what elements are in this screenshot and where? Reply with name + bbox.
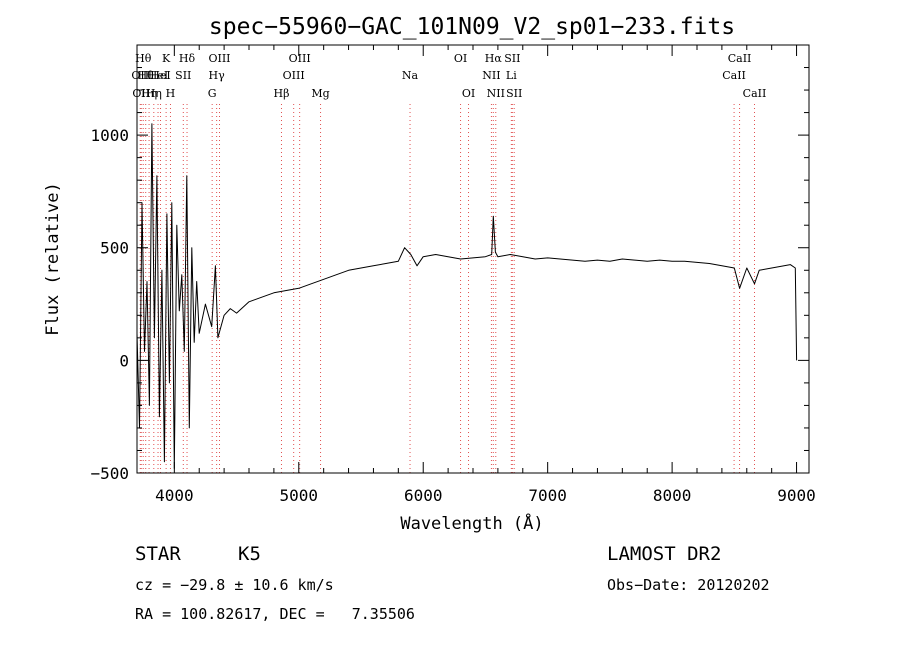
marker-label-16: OIII <box>283 69 305 82</box>
marker-label-11: Hδ <box>179 52 196 65</box>
marker-label-25: Li <box>506 69 517 82</box>
marker-label-21: OI <box>462 87 475 100</box>
chart-title: spec−55960−GAC_101N09_V2_sp01−233.fits <box>209 14 735 40</box>
x-tick-label-2: 6000 <box>404 486 443 505</box>
marker-label-2: Hθ <box>135 52 152 65</box>
x-tick-label-4: 8000 <box>653 486 692 505</box>
marker-label-24: NII <box>487 87 505 100</box>
survey-name: LAMOST DR2 <box>607 543 721 565</box>
y-tick-label-1: 0 <box>119 351 129 370</box>
marker-label-14: OIII <box>208 52 230 65</box>
marker-label-30: CaII <box>743 87 767 100</box>
y-axis-ticks: −500 0 500 1000 <box>90 44 809 483</box>
marker-label-28: CaII <box>722 69 746 82</box>
marker-label-13: Hγ <box>209 69 226 82</box>
spectrum-series <box>136 123 798 469</box>
marker-label-22: NII <box>482 69 500 82</box>
marker-label-5: Hη <box>146 87 162 100</box>
object-class: STAR <box>135 543 181 565</box>
redshift-text: cz = −29.8 ± 10.6 km/s <box>135 576 334 594</box>
marker-label-23: Hα <box>485 52 503 65</box>
marker-label-17: OIII <box>289 52 311 65</box>
spectral-line-markers: OIIOIIHθHθHηHηHeIHeIKHSIIHδGHγOIIIHβOIII… <box>131 52 766 473</box>
y-tick-label-2: 500 <box>100 239 129 258</box>
y-tick-label-0: −500 <box>90 464 129 483</box>
x-tick-label-0: 4000 <box>155 486 194 505</box>
x-tick-label-1: 5000 <box>280 486 319 505</box>
marker-label-18: Mg <box>311 87 329 100</box>
marker-label-26: SII <box>504 52 520 65</box>
x-axis-ticks: 4000 5000 6000 7000 8000 9000 <box>155 45 816 505</box>
x-axis-label: Wavelength (Å) <box>400 512 543 534</box>
coordinates-text: RA = 100.82617, DEC = 7.35506 <box>135 605 415 623</box>
marker-label-27: SII <box>506 87 522 100</box>
marker-label-20: OI <box>454 52 467 65</box>
marker-label-8: K <box>162 52 171 65</box>
x-tick-label-3: 7000 <box>528 486 567 505</box>
object-subclass: K5 <box>238 543 261 565</box>
marker-label-15: Hβ <box>274 87 290 100</box>
marker-label-29: CaII <box>728 52 752 65</box>
plot-frame <box>136 44 810 474</box>
y-tick-label-3: 1000 <box>90 126 129 145</box>
marker-label-9: H <box>166 87 176 100</box>
marker-label-3: Hθ <box>138 69 155 82</box>
marker-label-12: G <box>208 87 217 100</box>
spectrum-line-0 <box>136 123 798 469</box>
marker-label-19: Na <box>402 69 419 82</box>
marker-label-7: HeI <box>150 69 170 82</box>
marker-label-6: HeI <box>148 69 168 82</box>
marker-label-0: OII <box>131 69 149 82</box>
obs-date: Obs−Date: 20120202 <box>607 576 770 594</box>
y-axis-label: Flux (relative) <box>43 182 63 336</box>
marker-label-10: SII <box>175 69 191 82</box>
x-tick-label-5: 9000 <box>777 486 816 505</box>
marker-label-4: Hη <box>141 87 157 100</box>
